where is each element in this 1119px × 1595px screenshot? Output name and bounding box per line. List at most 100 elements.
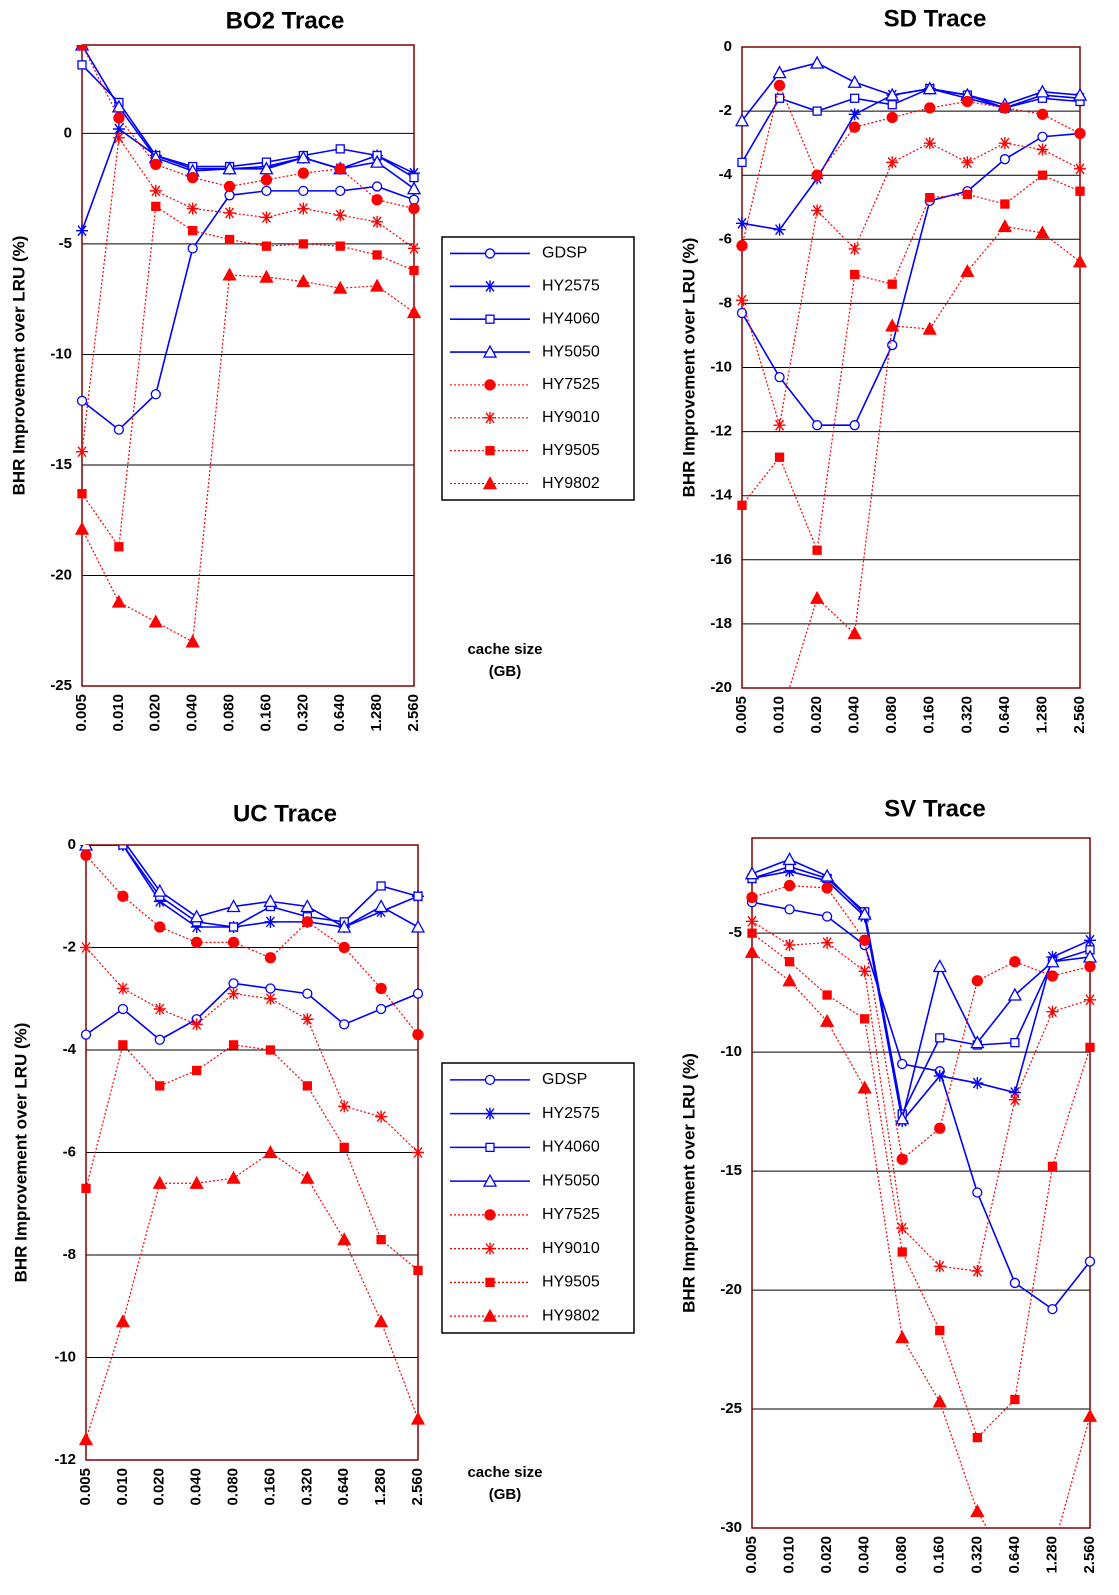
point <box>859 934 871 946</box>
point <box>374 899 389 913</box>
point <box>410 919 425 933</box>
point <box>736 217 748 230</box>
y-tick-label: -5 <box>59 235 72 252</box>
point <box>747 928 757 938</box>
series-line <box>86 845 419 928</box>
point <box>406 305 421 319</box>
point <box>410 1411 425 1425</box>
point <box>409 172 419 183</box>
x-tick-label: 0.320 <box>294 694 311 732</box>
point <box>413 891 423 901</box>
x-tick-label: 0.020 <box>151 1468 168 1506</box>
point <box>746 915 758 928</box>
series-line <box>81 185 415 431</box>
point <box>375 1110 388 1123</box>
legend-label: HY2575 <box>542 278 600 295</box>
point <box>188 226 198 236</box>
point <box>118 1040 128 1050</box>
point <box>1084 1256 1096 1267</box>
point <box>376 881 386 891</box>
point <box>783 939 796 952</box>
point <box>151 201 161 212</box>
legend-label: HY9802 <box>542 475 600 492</box>
point <box>296 150 311 164</box>
legend-label: HY9802 <box>542 1307 600 1324</box>
point <box>887 339 898 351</box>
point <box>408 194 420 205</box>
point <box>934 1122 946 1134</box>
point <box>970 1503 985 1517</box>
point <box>737 157 747 168</box>
x-tick-label: 1.280 <box>1033 696 1050 734</box>
x-tick-label: 0.040 <box>846 696 863 734</box>
point <box>155 1081 165 1091</box>
point <box>81 1183 91 1194</box>
legend-label: HY7525 <box>542 1206 600 1223</box>
x-tick-label: 0.320 <box>958 696 975 734</box>
x-tick-label: 0.320 <box>968 1536 985 1574</box>
point <box>339 1142 349 1153</box>
point <box>337 919 352 933</box>
series-line <box>81 136 415 452</box>
y-tick-label: -18 <box>710 615 732 632</box>
point <box>406 181 421 195</box>
point <box>77 489 87 499</box>
point <box>997 219 1012 233</box>
x-tick-label: 0.040 <box>856 1536 873 1574</box>
point <box>1008 1093 1021 1106</box>
point <box>111 594 126 608</box>
point <box>376 1234 386 1245</box>
y-tick-label: -20 <box>50 566 72 583</box>
point <box>885 87 900 101</box>
point <box>972 1432 982 1443</box>
point <box>924 102 936 114</box>
series-line <box>81 274 415 643</box>
y-tick-label: 0 <box>724 38 732 55</box>
point <box>783 879 796 892</box>
series-line <box>81 45 415 190</box>
legend-label: HY9505 <box>542 1274 600 1291</box>
series-line <box>86 845 419 928</box>
chart-title: UC Trace <box>233 800 337 827</box>
x-tick-label: 2.560 <box>409 1468 426 1506</box>
series-line <box>81 205 415 549</box>
point <box>849 121 861 133</box>
point <box>784 957 795 967</box>
point <box>896 1153 908 1165</box>
point <box>150 389 161 400</box>
point <box>118 845 128 850</box>
point <box>923 137 936 150</box>
point <box>886 111 898 124</box>
point <box>265 1045 276 1055</box>
point <box>226 1170 241 1184</box>
point <box>228 978 239 989</box>
point <box>1075 186 1085 196</box>
point <box>117 1003 129 1015</box>
point <box>857 906 872 920</box>
point <box>895 1330 910 1344</box>
series-line <box>741 142 1081 426</box>
legend-label: HY9010 <box>542 409 600 426</box>
point <box>260 211 273 224</box>
x-tick-label: 1.280 <box>368 694 385 732</box>
series-line <box>85 1151 419 1440</box>
point <box>1008 1086 1021 1099</box>
legend-box <box>441 236 635 501</box>
point <box>932 1394 947 1408</box>
y-tick-label: -8 <box>719 294 732 311</box>
point <box>484 280 496 293</box>
point <box>75 521 90 535</box>
point <box>79 1432 94 1446</box>
series-line <box>751 951 1091 1528</box>
legend-label: HY9010 <box>542 1240 600 1257</box>
point <box>1045 954 1060 968</box>
point <box>1010 1394 1020 1405</box>
point <box>80 1029 92 1040</box>
point <box>773 419 786 432</box>
point <box>971 975 983 987</box>
point <box>76 224 88 237</box>
point <box>820 1013 835 1027</box>
point <box>971 1265 984 1278</box>
point <box>850 93 860 103</box>
point <box>300 899 315 913</box>
